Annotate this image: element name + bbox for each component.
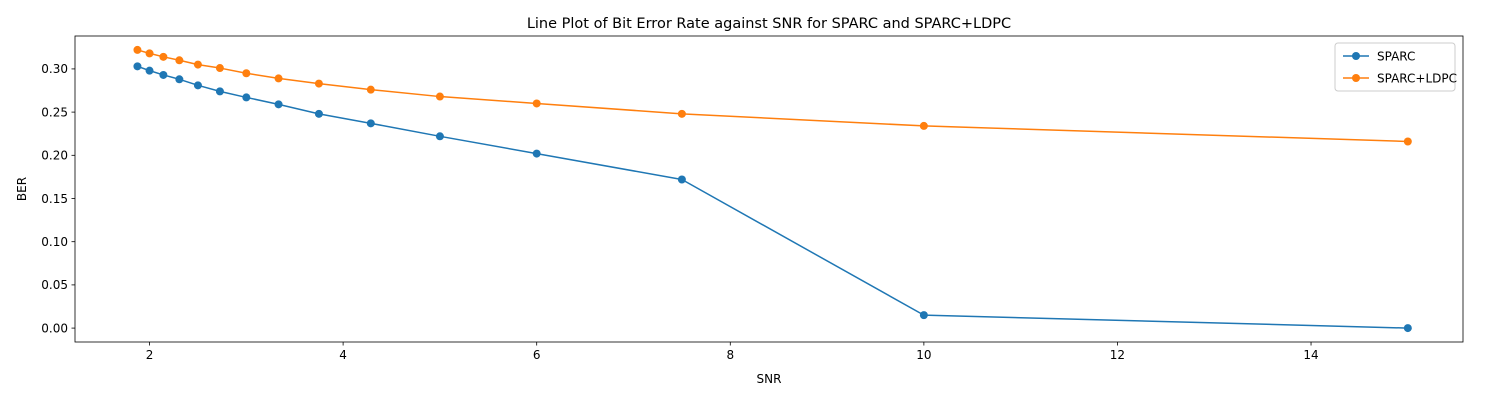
data-point-sparc-ldpc (215, 64, 224, 73)
y-tick-label: 0.20 (41, 149, 68, 163)
data-point-sparc (435, 132, 444, 141)
x-tick-label: 14 (1303, 348, 1318, 362)
data-point-sparc-ldpc (677, 109, 686, 118)
x-axis-ticks: 2 4 6 8 10 12 14 (146, 342, 1319, 362)
data-point-sparc (532, 149, 541, 158)
legend-label-sparc: SPARC (1377, 49, 1415, 63)
x-tick-label: 12 (1110, 348, 1125, 362)
data-point-sparc-ldpc (532, 99, 541, 108)
data-point-sparc-ldpc (175, 56, 184, 65)
data-point-sparc (159, 70, 168, 79)
data-point-sparc-ldpc (314, 79, 323, 88)
y-axis-ticks: 0.00 0.05 0.10 0.15 0.20 0.25 0.30 (41, 62, 75, 335)
data-point-sparc (215, 87, 224, 96)
x-tick-label: 8 (726, 348, 734, 362)
plot-frame (74, 35, 1464, 343)
data-point-sparc-ldpc (366, 85, 375, 94)
data-point-sparc-ldpc (1403, 137, 1412, 146)
y-tick-label: 0.25 (41, 105, 68, 119)
chart-title: Line Plot of Bit Error Rate against SNR … (527, 16, 1011, 32)
data-point-sparc-ldpc (133, 45, 142, 54)
y-tick-label: 0.05 (41, 278, 68, 292)
data-point-sparc (133, 62, 142, 71)
data-point-sparc (677, 175, 686, 184)
x-tick-label: 10 (916, 348, 931, 362)
data-point-sparc-ldpc (274, 74, 283, 83)
data-point-sparc-ldpc (242, 69, 251, 78)
x-tick-label: 4 (339, 348, 347, 362)
x-tick-label: 2 (146, 348, 154, 362)
legend: SPARC SPARC+LDPC (1334, 42, 1457, 92)
y-tick-label: 0.00 (41, 321, 68, 335)
legend-box (1334, 42, 1456, 92)
data-point-sparc (242, 93, 251, 102)
data-point-sparc (274, 100, 283, 109)
data-point-sparc-ldpc (159, 52, 168, 61)
data-point-sparc (175, 75, 184, 84)
data-point-sparc-ldpc (435, 92, 444, 101)
y-tick-label: 0.10 (41, 235, 68, 249)
legend-marker-sparc (1352, 52, 1360, 60)
legend-label-sparc-ldpc: SPARC+LDPC (1377, 71, 1457, 85)
data-point-sparc-ldpc (193, 60, 202, 69)
data-point-sparc (314, 109, 323, 118)
data-point-sparc-ldpc (145, 49, 154, 58)
y-tick-label: 0.30 (41, 62, 68, 76)
data-point-sparc (193, 81, 202, 90)
series-layer (133, 45, 1412, 333)
data-point-sparc (145, 66, 154, 75)
data-point-sparc (1403, 324, 1412, 333)
x-axis-label: SNR (757, 372, 782, 386)
legend-marker-sparc-ldpc (1352, 74, 1360, 82)
y-tick-label: 0.15 (41, 192, 68, 206)
data-point-sparc (366, 119, 375, 128)
x-tick-label: 6 (533, 348, 541, 362)
data-point-sparc-ldpc (919, 121, 928, 130)
y-axis-label: BER (15, 177, 29, 201)
plot-area (75, 36, 1463, 342)
data-point-sparc (919, 311, 928, 320)
